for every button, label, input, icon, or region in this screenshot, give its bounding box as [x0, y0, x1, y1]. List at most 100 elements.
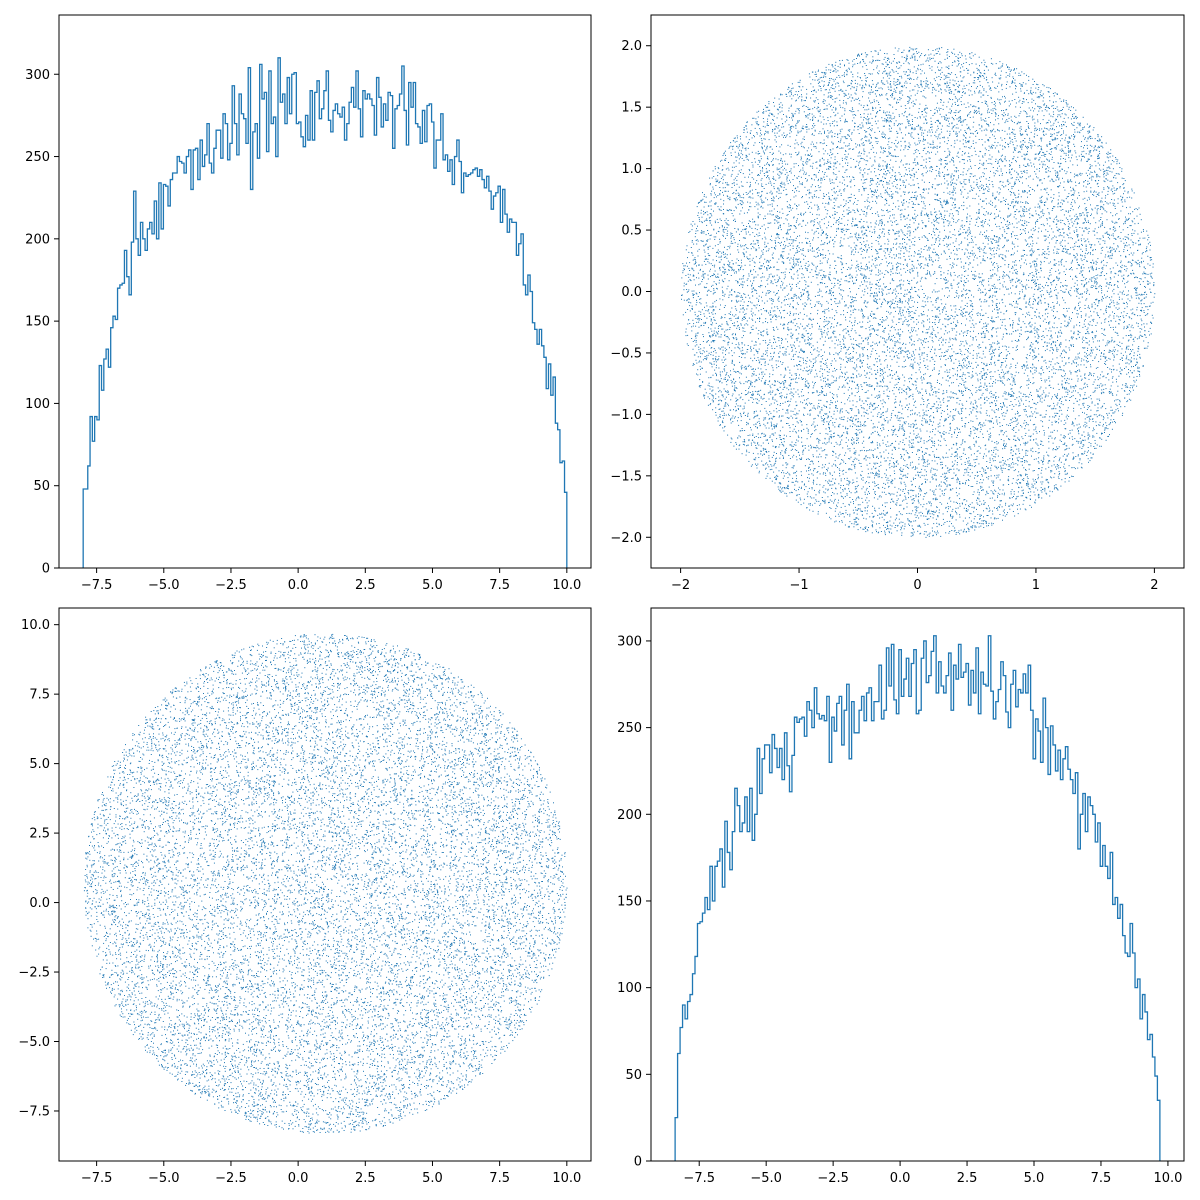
- scatter-point: [886, 66, 887, 67]
- scatter-point: [955, 241, 956, 242]
- scatter-point: [938, 51, 939, 52]
- scatter-point: [1027, 151, 1028, 152]
- scatter-point: [1070, 321, 1071, 322]
- scatter-point: [913, 529, 914, 530]
- scatter-point: [1008, 484, 1009, 485]
- scatter-point: [997, 328, 998, 329]
- scatter-point: [994, 517, 995, 518]
- scatter-point: [1033, 179, 1034, 180]
- scatter-point: [811, 460, 812, 461]
- scatter-point: [876, 51, 877, 52]
- scatter-point: [918, 501, 919, 502]
- scatter-point: [842, 129, 843, 130]
- scatter-point: [994, 442, 995, 443]
- scatter-point: [1076, 175, 1077, 176]
- scatter-point: [887, 482, 888, 483]
- scatter-point: [837, 147, 838, 148]
- scatter-point: [763, 121, 764, 122]
- scatter-point: [1095, 208, 1096, 209]
- scatter-point: [899, 319, 900, 320]
- scatter-point: [1002, 520, 1003, 521]
- scatter-point: [968, 169, 969, 170]
- scatter-point: [950, 237, 951, 238]
- scatter-point: [807, 414, 808, 415]
- scatter-point: [936, 136, 937, 137]
- scatter-point: [882, 231, 883, 232]
- scatter-point: [1117, 399, 1118, 400]
- scatter-point: [899, 318, 900, 319]
- scatter-point: [939, 232, 940, 233]
- scatter-point: [878, 102, 879, 103]
- scatter-point: [1032, 116, 1033, 117]
- y-tick-label: 0: [42, 562, 50, 577]
- scatter-point: [925, 462, 926, 463]
- scatter-point: [906, 180, 907, 181]
- scatter-point: [981, 362, 982, 363]
- scatter-point: [1081, 215, 1082, 216]
- scatter-point: [915, 349, 916, 350]
- scatter-point: [782, 257, 783, 258]
- scatter-point: [1065, 252, 1066, 253]
- scatter-point: [951, 159, 952, 160]
- scatter-point: [892, 169, 893, 170]
- scatter-point: [927, 479, 928, 480]
- scatter-point: [1004, 229, 1005, 230]
- scatter-point: [730, 318, 731, 319]
- scatter-point: [1052, 139, 1053, 140]
- scatter-point: [820, 338, 821, 339]
- scatter-point: [922, 382, 923, 383]
- scatter-point: [899, 387, 900, 388]
- scatter-point: [1087, 261, 1088, 262]
- scatter-point: [905, 360, 906, 361]
- scatter-point: [951, 382, 952, 383]
- scatter-point: [831, 226, 832, 227]
- scatter-point: [900, 302, 901, 303]
- scatter-point: [1058, 280, 1059, 281]
- scatter-point: [985, 402, 986, 403]
- scatter-point: [1113, 300, 1114, 301]
- scatter-point: [1078, 207, 1079, 208]
- scatter-point: [833, 224, 834, 225]
- scatter-point: [1066, 103, 1067, 104]
- scatter-point: [833, 382, 834, 383]
- scatter-point: [831, 488, 832, 489]
- scatter-point: [874, 317, 875, 318]
- scatter-point: [886, 94, 887, 95]
- scatter-point: [854, 443, 855, 444]
- scatter-point: [809, 193, 810, 194]
- scatter-point: [892, 268, 893, 269]
- scatter-point: [839, 470, 840, 471]
- x-tick-label: −7.5: [81, 578, 113, 593]
- scatter-point: [966, 472, 967, 473]
- scatter-point: [937, 103, 938, 104]
- scatter-point: [1007, 241, 1008, 242]
- scatter-point: [757, 112, 758, 113]
- scatter-point: [1039, 255, 1040, 256]
- scatter-point: [1012, 142, 1013, 143]
- scatter-point: [704, 274, 705, 275]
- scatter-point: [883, 373, 884, 374]
- scatter-point: [950, 377, 951, 378]
- scatter-point: [877, 463, 878, 464]
- scatter-point: [779, 136, 780, 137]
- scatter-point: [1086, 191, 1087, 192]
- scatter-point: [1128, 294, 1129, 295]
- scatter-point: [1113, 193, 1114, 194]
- scatter-point: [892, 375, 893, 376]
- scatter-point: [954, 190, 955, 191]
- scatter-point: [934, 209, 935, 210]
- scatter-point: [981, 523, 982, 524]
- scatter-point: [880, 279, 881, 280]
- scatter-point: [818, 247, 819, 248]
- scatter-point: [982, 378, 983, 379]
- scatter-point: [839, 387, 840, 388]
- scatter-point: [1011, 304, 1012, 305]
- scatter-point: [906, 294, 907, 295]
- scatter-point: [924, 96, 925, 97]
- scatter-point: [904, 422, 905, 423]
- scatter-point: [820, 377, 821, 378]
- scatter-point: [751, 311, 752, 312]
- scatter-point: [1013, 301, 1014, 302]
- scatter-point: [796, 163, 797, 164]
- scatter-point: [846, 280, 847, 281]
